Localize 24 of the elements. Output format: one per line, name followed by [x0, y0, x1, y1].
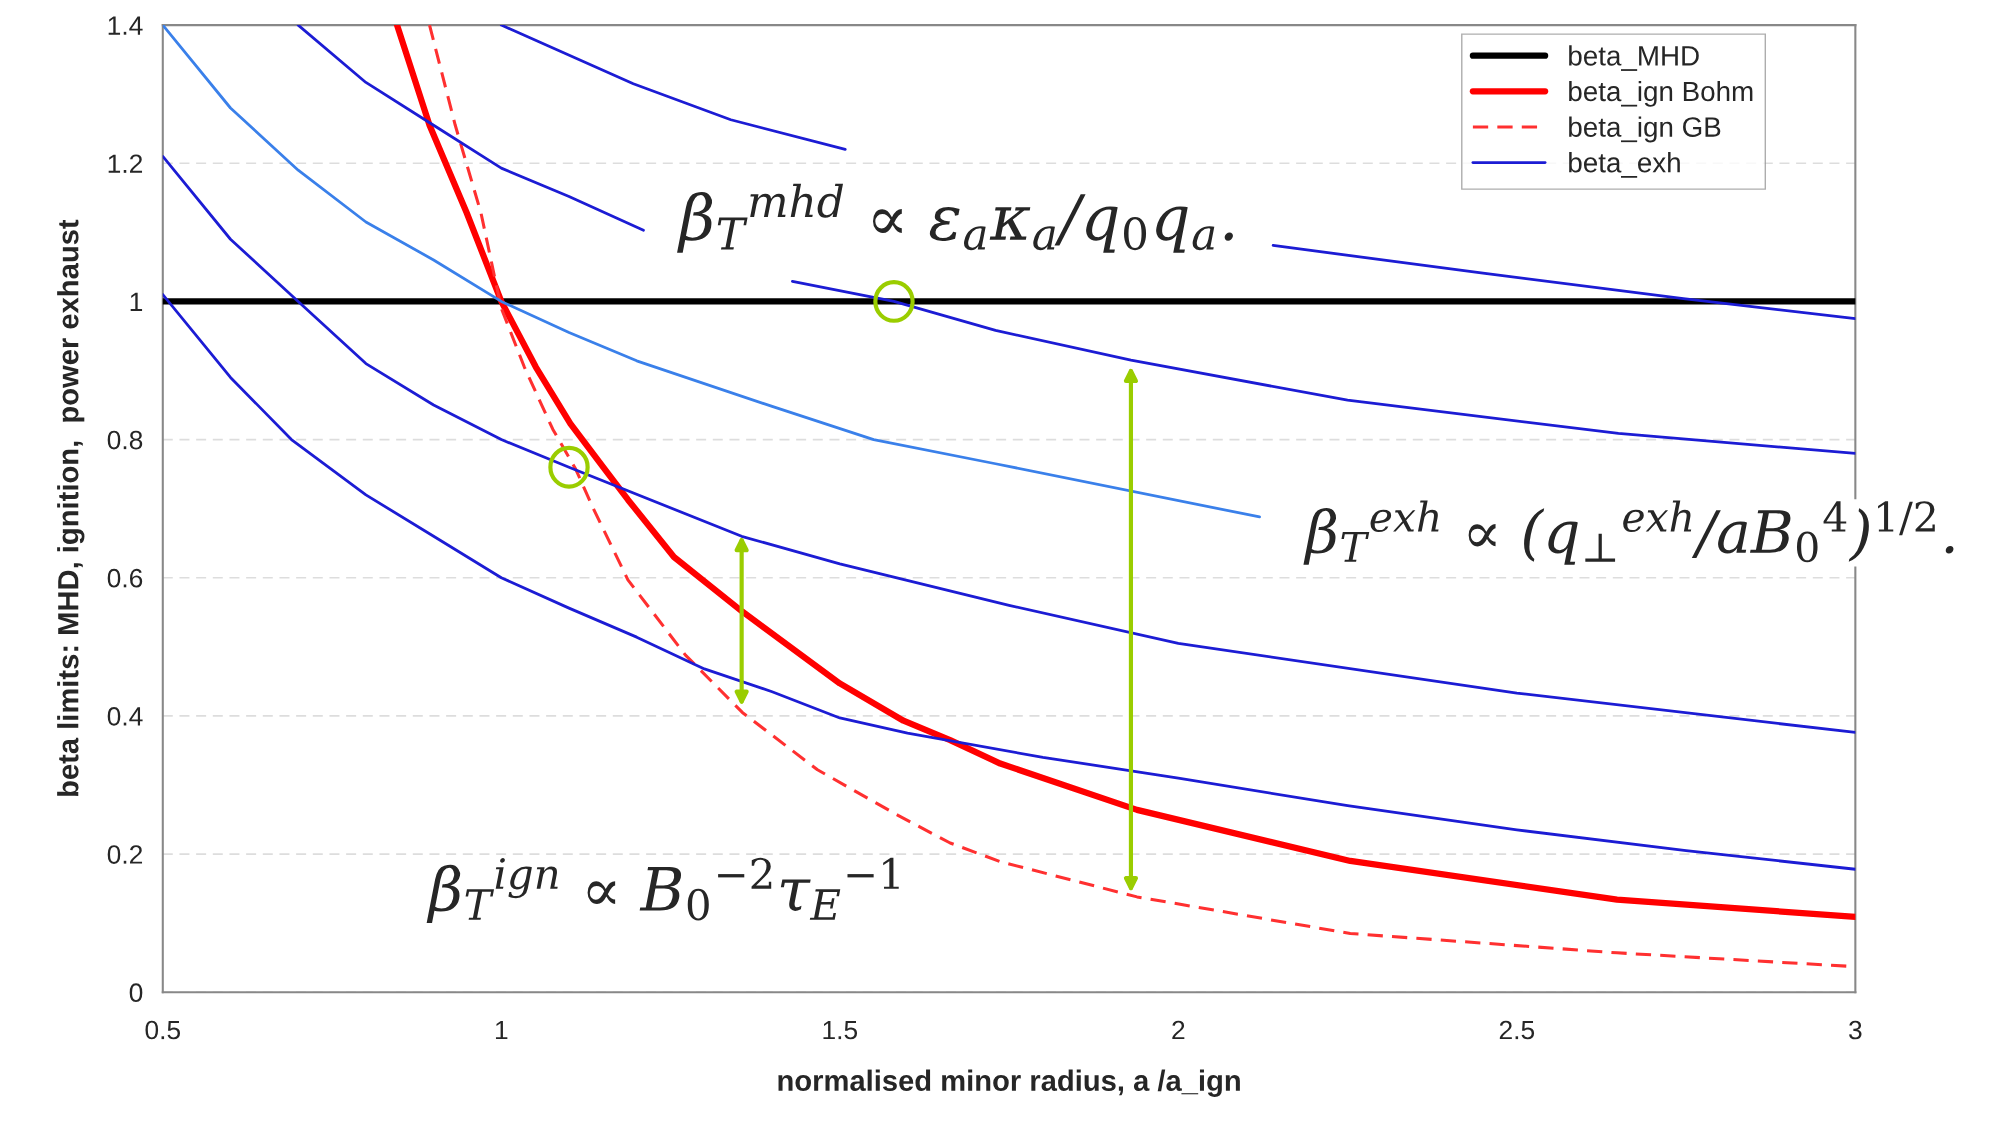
x-tick-label: 1: [495, 1020, 508, 1040]
x-tick-label: 2.5: [1499, 1020, 1535, 1040]
x-axis-title: normalised minor radius, a /a_ign: [778, 1069, 1240, 1097]
x-tick-label: 1.5: [823, 1020, 858, 1040]
legend-label: beta_exh: [1569, 152, 1680, 178]
y-tick-label: 0: [129, 983, 143, 1003]
y-tick-label: 0.6: [107, 568, 143, 588]
y-tick-label: 0.8: [107, 430, 143, 450]
text: β$_{T}$$^{exh}$ ∝ (q$_{⊥}$$^{exh}$/aB$_{0}$$^{4}$)$^{1/2}$.: [1303, 500, 1954, 565]
line-series: [162, 25, 1261, 519]
x-tick-label: 3: [1849, 1020, 1862, 1040]
y-tick-label: 1.4: [108, 16, 143, 35]
legend-label: beta_ign GB: [1569, 116, 1721, 143]
x-tick-label: 0.5: [145, 1020, 181, 1040]
legend-label: beta_MHD: [1569, 45, 1699, 71]
y-tick-label: 1: [130, 292, 143, 311]
text: β$_{T}$$^{mhd}$ ∝ ε$_{a}$κ$_{a}$/q$_{0}$q$_{a}$.: [677, 183, 1233, 253]
text: β$_{T}$$^{ign}$ ∝ B$_{0}$$^{−2}$τ$_{E}$$^{−1}$: [426, 857, 899, 923]
y-tick-label: 1.2: [108, 154, 143, 173]
y-tick-label: 0.2: [107, 845, 143, 864]
x-tick-label: 2: [1172, 1020, 1185, 1040]
y-axis-title: beta limits: MHD, ignition, power exhaust: [57, 219, 85, 796]
legend-label: beta_ign Bohm: [1569, 80, 1753, 107]
y-tick-label: 0.4: [107, 707, 143, 726]
